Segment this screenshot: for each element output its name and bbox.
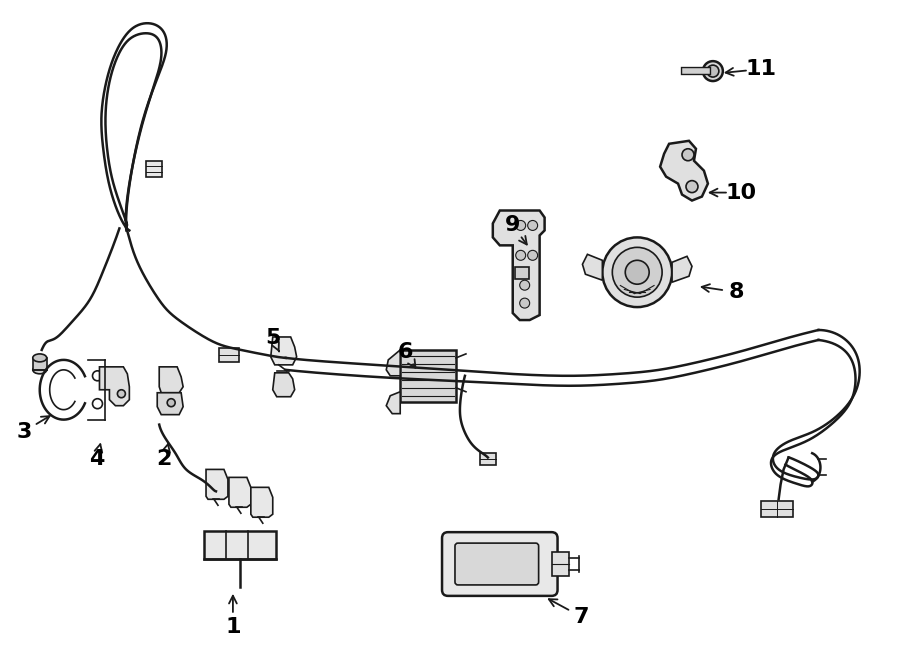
Circle shape [703, 61, 723, 81]
Text: 8: 8 [729, 282, 744, 302]
Circle shape [516, 250, 526, 260]
Polygon shape [493, 211, 544, 320]
Text: 2: 2 [157, 449, 172, 469]
Polygon shape [273, 373, 294, 397]
Polygon shape [100, 367, 130, 406]
FancyBboxPatch shape [400, 350, 456, 402]
Circle shape [602, 238, 672, 307]
Text: 6: 6 [398, 342, 413, 362]
Ellipse shape [32, 354, 47, 362]
Polygon shape [582, 254, 602, 280]
Circle shape [167, 399, 176, 406]
FancyBboxPatch shape [552, 552, 570, 576]
Circle shape [117, 390, 125, 398]
Polygon shape [386, 392, 400, 414]
Polygon shape [159, 367, 183, 393]
Text: 4: 4 [89, 449, 104, 469]
FancyBboxPatch shape [480, 453, 496, 465]
Circle shape [612, 248, 662, 297]
Polygon shape [158, 393, 183, 414]
Circle shape [527, 250, 537, 260]
Circle shape [682, 149, 694, 161]
Circle shape [706, 65, 719, 77]
Circle shape [519, 280, 530, 290]
FancyBboxPatch shape [442, 532, 557, 596]
Text: 7: 7 [573, 607, 590, 627]
Text: 3: 3 [16, 422, 32, 442]
FancyBboxPatch shape [147, 161, 162, 177]
Circle shape [519, 298, 530, 308]
Text: 5: 5 [266, 328, 281, 348]
Circle shape [516, 220, 526, 230]
Polygon shape [660, 141, 708, 201]
Text: 9: 9 [505, 215, 520, 236]
Text: 11: 11 [745, 59, 776, 79]
FancyBboxPatch shape [219, 348, 238, 362]
FancyBboxPatch shape [760, 501, 793, 517]
FancyBboxPatch shape [455, 543, 538, 585]
Polygon shape [271, 337, 297, 365]
Circle shape [686, 181, 698, 193]
FancyBboxPatch shape [515, 267, 528, 279]
Ellipse shape [32, 366, 47, 374]
Polygon shape [251, 487, 273, 517]
Circle shape [626, 260, 649, 284]
FancyBboxPatch shape [204, 531, 275, 559]
Circle shape [527, 220, 537, 230]
Polygon shape [229, 477, 251, 507]
Polygon shape [672, 256, 692, 282]
Polygon shape [206, 469, 228, 499]
FancyBboxPatch shape [32, 358, 47, 370]
Text: 10: 10 [725, 183, 756, 203]
Polygon shape [386, 350, 400, 376]
Text: 1: 1 [225, 617, 240, 637]
